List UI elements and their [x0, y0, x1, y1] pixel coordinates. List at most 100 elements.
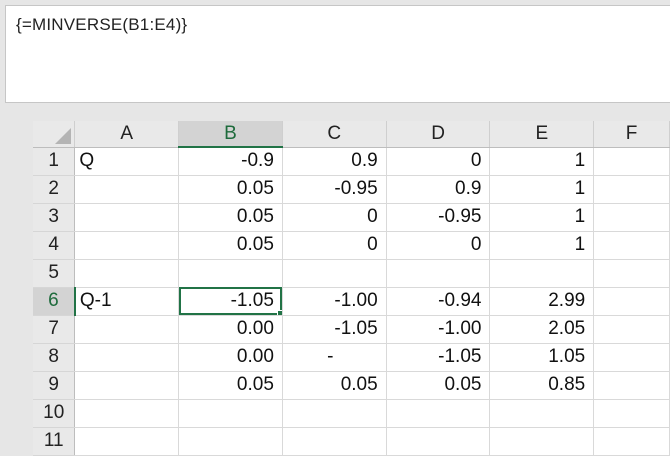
cell-f9[interactable]	[593, 371, 670, 400]
cell-d5[interactable]	[386, 259, 491, 288]
cell-a4[interactable]	[74, 231, 180, 260]
cell-f3[interactable]	[593, 203, 670, 232]
formula-text[interactable]: {=MINVERSE(B1:E4)}	[16, 15, 188, 34]
cell-e3[interactable]: 1	[489, 203, 595, 232]
column-header-f[interactable]: F	[593, 121, 670, 148]
cell-c7[interactable]: -1.05	[282, 315, 387, 344]
table-row: 4 0.05 0 0 1	[33, 231, 670, 260]
cell-d1[interactable]: 0	[386, 147, 491, 176]
cell-c3[interactable]: 0	[282, 203, 387, 232]
cell-a7[interactable]	[74, 315, 180, 344]
cell-b3[interactable]: 0.05	[178, 203, 283, 232]
cell-c4[interactable]: 0	[282, 231, 387, 260]
cell-b11[interactable]	[178, 427, 283, 456]
cell-f1[interactable]	[593, 147, 670, 176]
cell-a11[interactable]	[74, 427, 180, 456]
cell-e11[interactable]	[489, 427, 595, 456]
row-header[interactable]: 3	[33, 203, 76, 232]
cell-a1[interactable]: Q	[74, 147, 180, 176]
cell-f4[interactable]	[593, 231, 670, 260]
cell-b9[interactable]: 0.05	[178, 371, 283, 400]
spreadsheet-grid: A B C D E F 1 Q -0.9 0.9 0 1 2 0.05 -0.9…	[33, 121, 670, 456]
table-row: 1 Q -0.9 0.9 0 1	[33, 147, 670, 176]
cell-a6[interactable]: Q-1	[74, 287, 180, 316]
cell-e7[interactable]: 2.05	[489, 315, 595, 344]
cell-c5[interactable]	[282, 259, 387, 288]
row-header[interactable]: 2	[33, 175, 76, 204]
table-row: 5	[33, 259, 670, 288]
formula-bar[interactable]: {=MINVERSE(B1:E4)}	[5, 5, 670, 103]
cell-a3[interactable]	[74, 203, 180, 232]
row-header[interactable]: 9	[33, 371, 76, 400]
cell-d6[interactable]: -0.94	[386, 287, 491, 316]
row-header[interactable]: 1	[33, 147, 76, 176]
cell-c10[interactable]	[282, 399, 387, 428]
cell-e9[interactable]: 0.85	[489, 371, 595, 400]
cell-b6-active[interactable]: -1.05	[178, 287, 283, 316]
cell-f10[interactable]	[593, 399, 670, 428]
table-row: 2 0.05 -0.95 0.9 1	[33, 175, 670, 204]
table-row: 9 0.05 0.05 0.05 0.85	[33, 371, 670, 400]
cell-d11[interactable]	[386, 427, 491, 456]
cell-d8[interactable]: -1.05	[386, 343, 491, 372]
cell-f8[interactable]	[593, 343, 670, 372]
row-header[interactable]: 4	[33, 231, 76, 260]
select-all-corner[interactable]	[33, 121, 76, 148]
cell-e1[interactable]: 1	[489, 147, 595, 176]
row-header[interactable]: 8	[33, 343, 76, 372]
cell-b2[interactable]: 0.05	[178, 175, 283, 204]
cell-b7[interactable]: 0.00	[178, 315, 283, 344]
row-header[interactable]: 7	[33, 315, 76, 344]
column-header-a[interactable]: A	[74, 121, 180, 148]
column-header-e[interactable]: E	[489, 121, 595, 148]
row-header[interactable]: 11	[33, 427, 76, 456]
cell-b8[interactable]: 0.00	[178, 343, 283, 372]
cell-c6[interactable]: -1.00	[282, 287, 387, 316]
cell-f11[interactable]	[593, 427, 670, 456]
cell-d10[interactable]	[386, 399, 491, 428]
cell-e10[interactable]	[489, 399, 595, 428]
cell-e4[interactable]: 1	[489, 231, 595, 260]
row-header[interactable]: 6	[33, 287, 76, 316]
table-row: 11	[33, 427, 670, 456]
cell-b4[interactable]: 0.05	[178, 231, 283, 260]
cell-b10[interactable]	[178, 399, 283, 428]
column-header-row: A B C D E F	[33, 121, 670, 148]
column-header-d[interactable]: D	[386, 121, 491, 148]
cell-a9[interactable]	[74, 371, 180, 400]
cell-e6[interactable]: 2.99	[489, 287, 595, 316]
cell-b5[interactable]	[178, 259, 283, 288]
cell-c1[interactable]: 0.9	[282, 147, 387, 176]
cell-c2[interactable]: -0.95	[282, 175, 387, 204]
column-header-c[interactable]: C	[282, 121, 387, 148]
cell-a10[interactable]	[74, 399, 180, 428]
row-header[interactable]: 10	[33, 399, 76, 428]
toolbar-gap	[0, 103, 670, 121]
cell-c9[interactable]: 0.05	[282, 371, 387, 400]
cell-e8[interactable]: 1.05	[489, 343, 595, 372]
cell-e2[interactable]: 1	[489, 175, 595, 204]
cell-f2[interactable]	[593, 175, 670, 204]
table-row: 3 0.05 0 -0.95 1	[33, 203, 670, 232]
cell-c8[interactable]: -	[282, 343, 387, 372]
cell-d7[interactable]: -1.00	[386, 315, 491, 344]
cell-d3[interactable]: -0.95	[386, 203, 491, 232]
cell-d9[interactable]: 0.05	[386, 371, 491, 400]
select-all-icon	[55, 127, 72, 144]
cell-d2[interactable]: 0.9	[386, 175, 491, 204]
row-header[interactable]: 5	[33, 259, 76, 288]
column-header-b[interactable]: B	[178, 121, 283, 148]
cell-f6[interactable]	[593, 287, 670, 316]
table-row: 6 Q-1 -1.05 -1.00 -0.94 2.99	[33, 287, 670, 316]
cell-d4[interactable]: 0	[386, 231, 491, 260]
cell-a8[interactable]	[74, 343, 180, 372]
table-row: 10	[33, 399, 670, 428]
cell-e5[interactable]	[489, 259, 595, 288]
cell-b1[interactable]: -0.9	[178, 147, 283, 176]
cell-a2[interactable]	[74, 175, 180, 204]
table-row: 7 0.00 -1.05 -1.00 2.05	[33, 315, 670, 344]
cell-f5[interactable]	[593, 259, 670, 288]
cell-c11[interactable]	[282, 427, 387, 456]
cell-a5[interactable]	[74, 259, 180, 288]
cell-f7[interactable]	[593, 315, 670, 344]
